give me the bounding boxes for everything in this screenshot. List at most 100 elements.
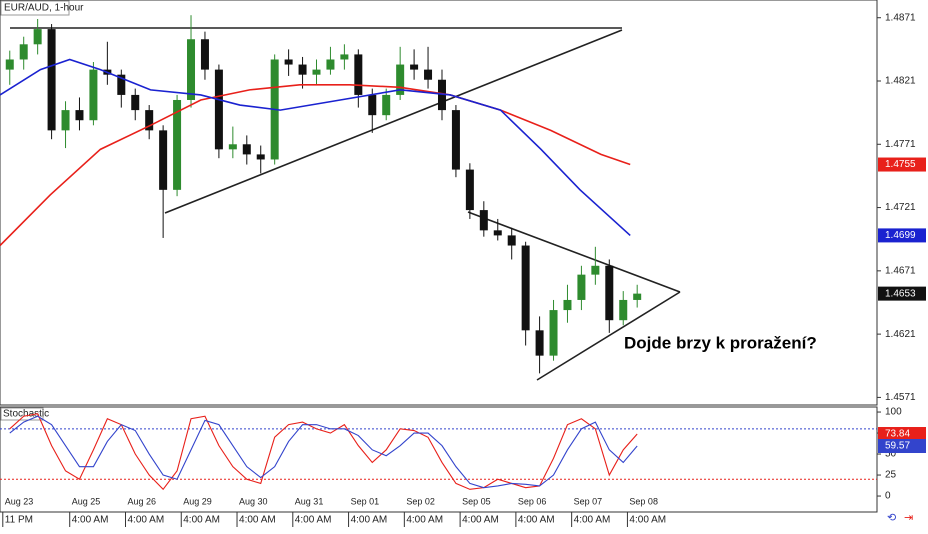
close-icon[interactable]: ⇥ [904, 512, 913, 524]
candle-body [33, 29, 42, 45]
candle-body [465, 169, 474, 211]
title-box [0, 0, 70, 16]
value-box-label: 59.57 [885, 441, 910, 452]
y-tick-label: 0 [885, 491, 891, 502]
x-tick-label: Aug 30 [239, 496, 268, 506]
y-tick-label: 25 [885, 470, 897, 481]
sync-icon[interactable]: ⟲ [887, 512, 896, 524]
candle-body [187, 39, 196, 100]
candle-body [159, 130, 168, 190]
candle-body [89, 69, 98, 121]
candle-body [479, 210, 488, 231]
x-tick-label: Sep 05 [462, 496, 491, 506]
x-tick-time: 11 PM [5, 515, 33, 526]
candle-body [507, 235, 516, 246]
trend-line [164, 29, 623, 214]
x-tick-time: 4:00 AM [183, 515, 220, 526]
candle-body [340, 54, 349, 60]
candle-body [521, 245, 530, 331]
candle-body [410, 64, 419, 70]
value-box-label: 73.84 [885, 429, 910, 440]
stochastic-line [9, 415, 638, 489]
candle-body [75, 110, 84, 121]
x-tick-label: Sep 06 [518, 496, 547, 506]
value-box-label: 1.4699 [885, 230, 916, 241]
y-tick-label: 1.4771 [885, 139, 916, 150]
candle-body [577, 274, 586, 300]
y-tick-label: 1.4721 [885, 202, 916, 213]
x-tick-time: 4:00 AM [629, 515, 666, 526]
candle-body [242, 144, 251, 155]
x-tick-time: 4:00 AM [295, 515, 332, 526]
candle-body [200, 39, 209, 70]
candle-body [619, 299, 628, 321]
candle-body [605, 265, 614, 321]
candle-body [493, 230, 502, 236]
indicator-box [0, 407, 44, 421]
indicator-title: Stochastic [3, 409, 49, 420]
y-tick-label: 1.4621 [885, 329, 916, 340]
x-tick-time: 4:00 AM [462, 515, 499, 526]
x-tick-label: Aug 31 [295, 496, 324, 506]
x-tick-time: 4:00 AM [351, 515, 388, 526]
trend-line [536, 291, 681, 381]
y-tick-label: 1.4871 [885, 12, 916, 23]
y-tick-label: 50 [885, 449, 897, 460]
price-panel [0, 0, 878, 406]
x-tick-time: 4:00 AM [518, 515, 555, 526]
candle-body [563, 299, 572, 311]
x-tick-time: 4:00 AM [239, 515, 276, 526]
x-tick-time: 4:00 AM [72, 515, 109, 526]
candle-body [354, 54, 363, 95]
candle-body [312, 69, 321, 75]
value-box [878, 439, 926, 454]
candle-body [535, 330, 544, 356]
trend-line [467, 211, 681, 293]
x-tick-label: Aug 29 [183, 496, 212, 506]
candle-body [451, 110, 460, 170]
candle-body [633, 293, 642, 300]
candle-body [284, 59, 293, 65]
y-tick-label: 1.4821 [885, 76, 916, 87]
candle-body [591, 265, 600, 275]
x-tick-label: Sep 07 [574, 496, 603, 506]
stochastic-line [9, 413, 638, 491]
value-box [878, 157, 926, 172]
x-tick-label: Sep 01 [351, 496, 380, 506]
moving-average [0, 83, 631, 247]
value-box [878, 228, 926, 243]
value-box-label: 1.4653 [885, 288, 916, 299]
annotation: Dojde brzy k proražení? [624, 333, 817, 352]
candle-body [549, 310, 558, 356]
candle-body [145, 110, 154, 131]
candle-body [326, 59, 335, 70]
candle-body [298, 64, 307, 75]
x-tick-time: 4:00 AM [127, 515, 164, 526]
candle-body [382, 94, 391, 116]
candle-body [396, 64, 405, 95]
candle-body [19, 44, 28, 60]
candle-body [437, 79, 446, 111]
x-tick-time: 4:00 AM [406, 515, 443, 526]
value-box [878, 427, 926, 442]
x-tick-label: Sep 02 [406, 496, 435, 506]
y-tick-label: 1.4571 [885, 392, 916, 403]
y-tick-label: 100 [885, 407, 902, 418]
x-tick-label: Aug 23 [5, 496, 34, 506]
x-tick-label: Aug 26 [127, 496, 156, 506]
value-box [878, 286, 926, 301]
candle-body [5, 59, 14, 70]
chart-title: EUR/AUD, 1-hour [4, 3, 84, 14]
candle-body [368, 94, 377, 116]
x-tick-label: Aug 25 [72, 496, 101, 506]
candle-body [131, 94, 140, 111]
candle-body [228, 144, 237, 150]
candle-body [173, 99, 182, 190]
candle-body [256, 154, 265, 160]
candle-body [424, 69, 433, 80]
moving-average [0, 58, 631, 236]
candle-body [214, 69, 223, 150]
candle-body [47, 29, 56, 131]
